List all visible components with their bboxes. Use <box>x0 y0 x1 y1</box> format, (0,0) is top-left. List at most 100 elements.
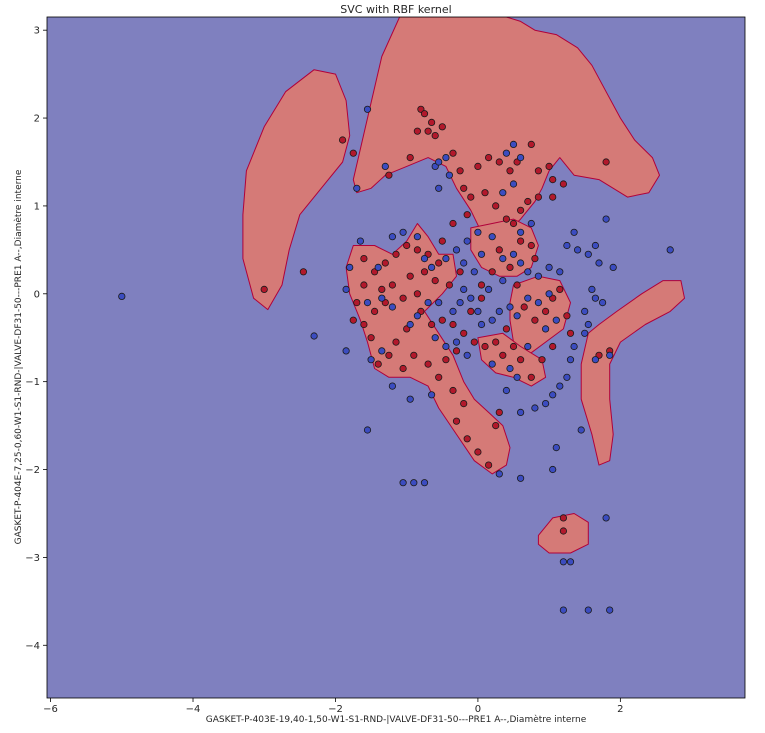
red-data-point <box>449 149 457 157</box>
blue-data-point <box>516 259 525 267</box>
red-data-point <box>452 417 461 425</box>
blue-data-point <box>488 360 496 368</box>
blue-data-point <box>502 149 510 157</box>
blue-data-point <box>495 307 503 315</box>
blue-data-point <box>581 329 589 337</box>
blue-data-point <box>477 250 486 258</box>
blue-data-point <box>666 246 674 254</box>
blue-data-point <box>591 294 600 302</box>
red-data-point <box>456 167 464 175</box>
blue-data-point <box>427 263 436 271</box>
blue-data-point <box>431 334 439 342</box>
blue-data-point <box>118 292 126 300</box>
blue-data-point <box>602 514 610 522</box>
blue-data-point <box>545 290 553 298</box>
red-data-point <box>520 303 528 311</box>
red-data-point <box>484 154 493 162</box>
red-data-point <box>392 250 400 258</box>
red-data-point <box>509 342 518 351</box>
blue-data-point <box>602 215 610 223</box>
red-data-point <box>367 334 375 342</box>
red-data-point <box>502 325 510 333</box>
blue-data-point <box>474 228 482 236</box>
plot-area <box>46 16 746 699</box>
blue-data-point <box>584 320 592 329</box>
blue-data-point <box>363 426 372 434</box>
y-tick-label: −3 <box>25 553 40 564</box>
blue-data-point <box>541 399 550 408</box>
blue-data-point <box>410 479 418 487</box>
blue-data-point <box>566 356 575 364</box>
data-points <box>118 105 674 614</box>
red-data-point <box>449 219 457 228</box>
blue-data-point <box>378 294 386 302</box>
blue-data-point <box>420 255 429 263</box>
blue-data-point <box>445 171 453 179</box>
blue-data-point <box>524 268 532 276</box>
red-data-point <box>420 268 429 276</box>
red-data-point <box>452 347 461 355</box>
blue-data-point <box>399 228 407 236</box>
blue-data-point <box>456 298 464 307</box>
red-data-point <box>524 197 532 206</box>
blue-data-point <box>506 364 514 373</box>
red-data-point <box>413 127 421 135</box>
red-data-point <box>378 285 386 293</box>
red-data-point <box>374 360 382 368</box>
blue-data-point <box>598 298 607 307</box>
blue-data-point <box>406 320 414 329</box>
blue-data-point <box>577 426 585 434</box>
red-data-point <box>460 329 468 337</box>
blue-data-point <box>442 342 450 351</box>
red-data-point <box>399 364 407 373</box>
y-tick-label: 1 <box>34 201 40 212</box>
blue-data-point <box>563 373 571 381</box>
blue-data-point <box>516 154 525 162</box>
blue-data-point <box>449 307 457 315</box>
x-tick-label: 0 <box>475 704 481 715</box>
blue-data-point <box>499 255 507 263</box>
blue-data-point <box>495 470 503 478</box>
red-data-point <box>431 276 439 285</box>
blue-data-point <box>499 189 507 197</box>
red-data-point <box>420 110 429 118</box>
blue-data-point <box>463 351 471 359</box>
blue-data-point <box>509 140 518 148</box>
blue-data-point <box>488 233 496 241</box>
blue-data-point <box>545 263 553 271</box>
red-data-point <box>467 193 475 201</box>
red-data-point <box>492 338 500 346</box>
x-tick-label: −6 <box>43 704 58 715</box>
y-tick-label: −1 <box>25 377 40 388</box>
red-data-point <box>424 360 432 368</box>
blue-data-point <box>381 162 389 170</box>
blue-data-point <box>516 408 525 416</box>
plot-frame <box>46 16 746 699</box>
red-data-point <box>531 316 539 324</box>
y-axis-ticks: −4 −3 −2 −1 0 1 2 3 <box>25 26 47 652</box>
red-data-point <box>534 167 543 175</box>
red-data-point <box>299 268 307 276</box>
red-data-point <box>516 206 525 214</box>
y-tick-label: −2 <box>25 465 40 476</box>
red-data-point <box>495 158 503 166</box>
x-axis-label: GASKET-P-403E-19,40-1,50-W1-S1-RND-|VALV… <box>206 714 587 725</box>
blue-data-point <box>584 606 592 614</box>
red-data-point <box>474 448 482 456</box>
blue-data-point <box>552 316 560 324</box>
blue-data-point <box>534 272 543 280</box>
red-data-point <box>467 307 475 315</box>
red-data-point <box>445 281 453 289</box>
red-data-point <box>449 386 457 395</box>
decision-region-upper-left-lobe <box>242 69 351 311</box>
blue-data-point <box>413 312 421 320</box>
red-data-point <box>477 294 486 302</box>
red-data-point <box>427 118 436 127</box>
red-data-point <box>360 320 368 329</box>
blue-data-point <box>424 298 432 307</box>
blue-data-point <box>570 228 578 236</box>
blue-data-point <box>509 180 518 188</box>
red-data-point <box>527 373 535 381</box>
blue-data-point <box>566 558 575 566</box>
